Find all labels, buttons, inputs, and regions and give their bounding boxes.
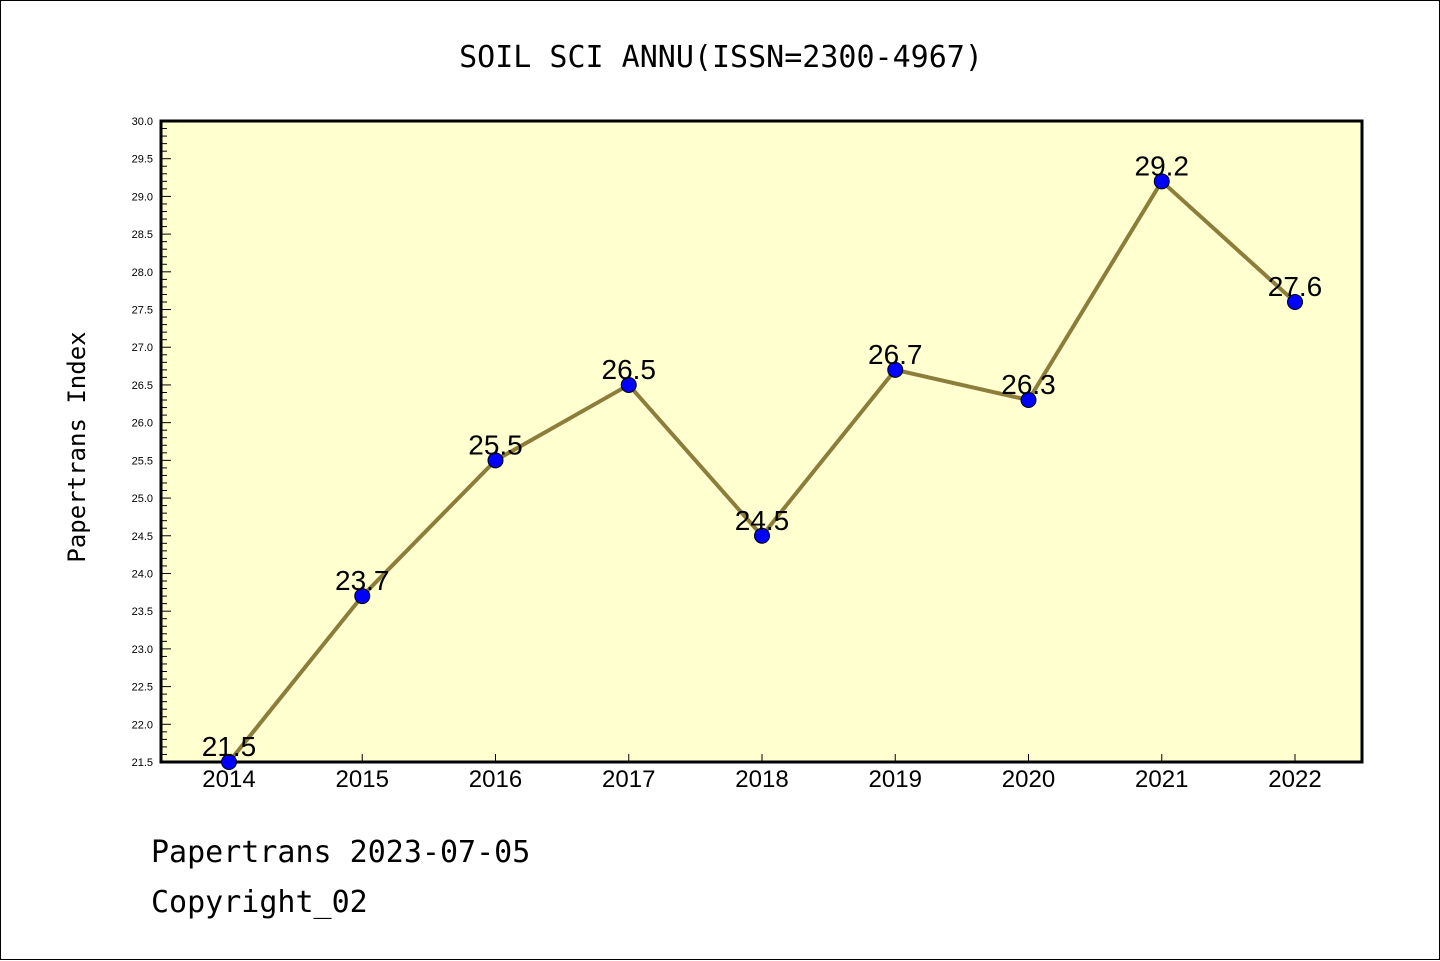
- x-tick-label: 2020: [1002, 766, 1055, 793]
- y-tick-label: 21.5: [132, 757, 153, 769]
- x-tick-label: 2016: [469, 766, 522, 793]
- y-axis-label: Papertrans Index: [63, 331, 91, 562]
- x-axis-ticks: 2014 2015 2016 2017 2018 2019 2020 2021 2022: [202, 754, 1322, 793]
- y-tick-label: 25.5: [132, 455, 153, 467]
- data-point: [1020, 392, 1037, 409]
- data-label: 23.7: [335, 565, 390, 596]
- y-tick-label: 28.5: [132, 229, 153, 241]
- data-label: 26.5: [602, 354, 657, 385]
- y-tick-label: 30.0: [132, 116, 153, 128]
- data-points: [221, 173, 1303, 770]
- data-point: [487, 452, 504, 469]
- data-label: 21.5: [202, 731, 257, 762]
- data-point: [754, 527, 770, 544]
- y-axis-ticks: 21.5 22.0 22.5 23.0 23.5 24.0 24.5 25.0 25.5 26.0…: [132, 116, 171, 769]
- data-label: 25.5: [468, 429, 523, 460]
- x-tick-label: 2014: [202, 766, 255, 793]
- data-label: 24.5: [735, 505, 790, 536]
- data-label: 29.2: [1135, 150, 1190, 181]
- y-tick-label: 23.0: [132, 644, 153, 656]
- x-tick-label: 2017: [602, 766, 655, 793]
- y-tick-label: 28.0: [132, 267, 153, 279]
- chart-title: SOIL SCI ANNU(ISSN=2300-4967): [459, 40, 983, 75]
- data-point: [620, 376, 637, 393]
- y-tick-label: 24.0: [132, 568, 153, 580]
- data-point: [1153, 173, 1170, 190]
- x-tick-label: 2019: [869, 766, 922, 793]
- data-label: 26.3: [1001, 369, 1056, 400]
- x-tick-label: 2015: [336, 766, 389, 793]
- data-point: [221, 754, 237, 770]
- x-tick-label: 2018: [735, 766, 788, 793]
- y-tick-label: 27.0: [132, 342, 153, 354]
- y-tick-label: 22.5: [132, 682, 153, 694]
- data-label: 26.7: [868, 339, 923, 370]
- data-point: [354, 588, 371, 605]
- y-tick-label: 29.5: [132, 154, 153, 166]
- data-labels: 21.5 23.7 25.5 26.5 24.5 26.7 26.3 29.2 27.6: [202, 150, 1323, 762]
- x-tick-label: 2022: [1268, 766, 1321, 793]
- footer-date: Papertrans 2023-07-05: [151, 835, 531, 870]
- x-tick-label: 2021: [1135, 766, 1188, 793]
- footer-copyright: Copyright_02: [151, 885, 368, 920]
- plot-area: [159, 119, 1364, 764]
- data-point: [1287, 293, 1303, 310]
- y-tick-label: 25.0: [132, 493, 153, 505]
- y-tick-label: 26.5: [132, 380, 153, 392]
- data-label: 27.6: [1268, 271, 1323, 302]
- y-tick-label: 26.0: [132, 418, 153, 430]
- y-tick-label: 22.0: [132, 719, 153, 731]
- data-point: [887, 361, 904, 378]
- y-tick-label: 24.5: [132, 531, 153, 543]
- y-tick-label: 29.0: [132, 191, 153, 203]
- y-tick-label: 27.5: [132, 305, 153, 317]
- y-tick-label: 23.5: [132, 606, 153, 618]
